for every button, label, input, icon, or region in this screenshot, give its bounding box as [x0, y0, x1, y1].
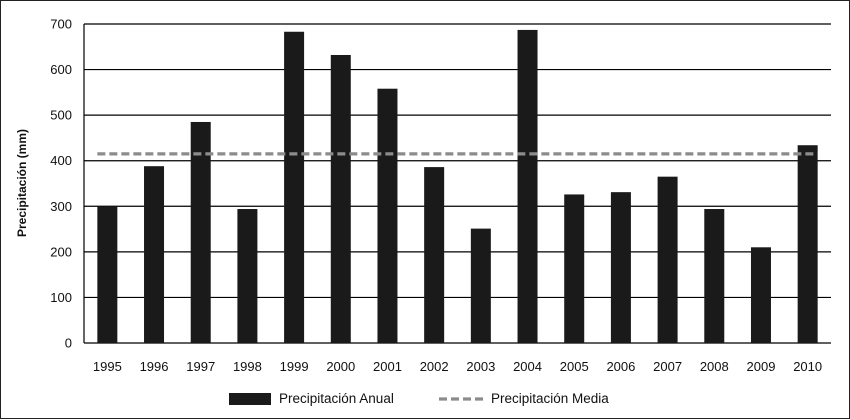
- x-tick-label: 2002: [420, 359, 449, 374]
- bar-2010: [797, 145, 818, 343]
- y-tick-label: 0: [65, 336, 72, 351]
- x-tick-label: 2008: [700, 359, 729, 374]
- x-tick-label: 2009: [747, 359, 776, 374]
- bar-2009: [750, 247, 771, 343]
- x-tick-label: 1997: [186, 359, 215, 374]
- bar-2002: [424, 167, 445, 343]
- y-tick-label: 700: [50, 17, 72, 32]
- bar-1999: [284, 31, 305, 344]
- bar-2007: [657, 176, 678, 343]
- bar-2005: [564, 194, 585, 343]
- x-tick-label: 1996: [140, 359, 169, 374]
- legend-label-mean-line: Precipitación Media: [491, 391, 609, 406]
- bar-1998: [237, 209, 258, 343]
- bar-2004: [517, 29, 538, 343]
- x-tick-label: 2010: [793, 359, 822, 374]
- bar-1995: [97, 206, 118, 343]
- x-tick-label: 2000: [326, 359, 355, 374]
- bar-2001: [377, 88, 398, 343]
- y-tick-label: 500: [50, 108, 72, 123]
- y-tick-label: 300: [50, 199, 72, 214]
- x-tick-label: 2004: [513, 359, 542, 374]
- x-tick-label: 2005: [560, 359, 589, 374]
- bar-1997: [190, 121, 211, 343]
- bar-1996: [144, 166, 165, 343]
- x-tick-label: 2003: [466, 359, 495, 374]
- bar-2008: [704, 209, 725, 343]
- y-axis-label: Precipitación (mm): [15, 129, 29, 237]
- legend: Precipitación Anual Precipitación Media: [229, 391, 609, 406]
- x-tick-label: 2001: [373, 359, 402, 374]
- y-tick-label: 200: [50, 244, 72, 259]
- bar-2006: [610, 192, 631, 343]
- x-tick-label: 2006: [606, 359, 635, 374]
- bar-2000: [330, 54, 351, 343]
- legend-swatch-bars: [229, 393, 271, 405]
- bar-2003: [470, 228, 491, 343]
- y-tick-label: 400: [50, 153, 72, 168]
- x-tick-label: 1999: [280, 359, 309, 374]
- y-tick-labels: 0 100 200 300 400 500 600 700: [50, 17, 72, 351]
- legend-label-bars: Precipitación Anual: [279, 391, 394, 406]
- x-tick-label: 1995: [93, 359, 122, 374]
- y-tick-label: 100: [50, 290, 72, 305]
- x-tick-label: 1998: [233, 359, 262, 374]
- x-tick-label: 2007: [653, 359, 682, 374]
- y-tick-label: 600: [50, 62, 72, 77]
- x-tick-labels: 1995 1996 1997 1998 1999 2000 2001 2002 2003 2004…: [93, 359, 822, 374]
- bars: [97, 29, 818, 344]
